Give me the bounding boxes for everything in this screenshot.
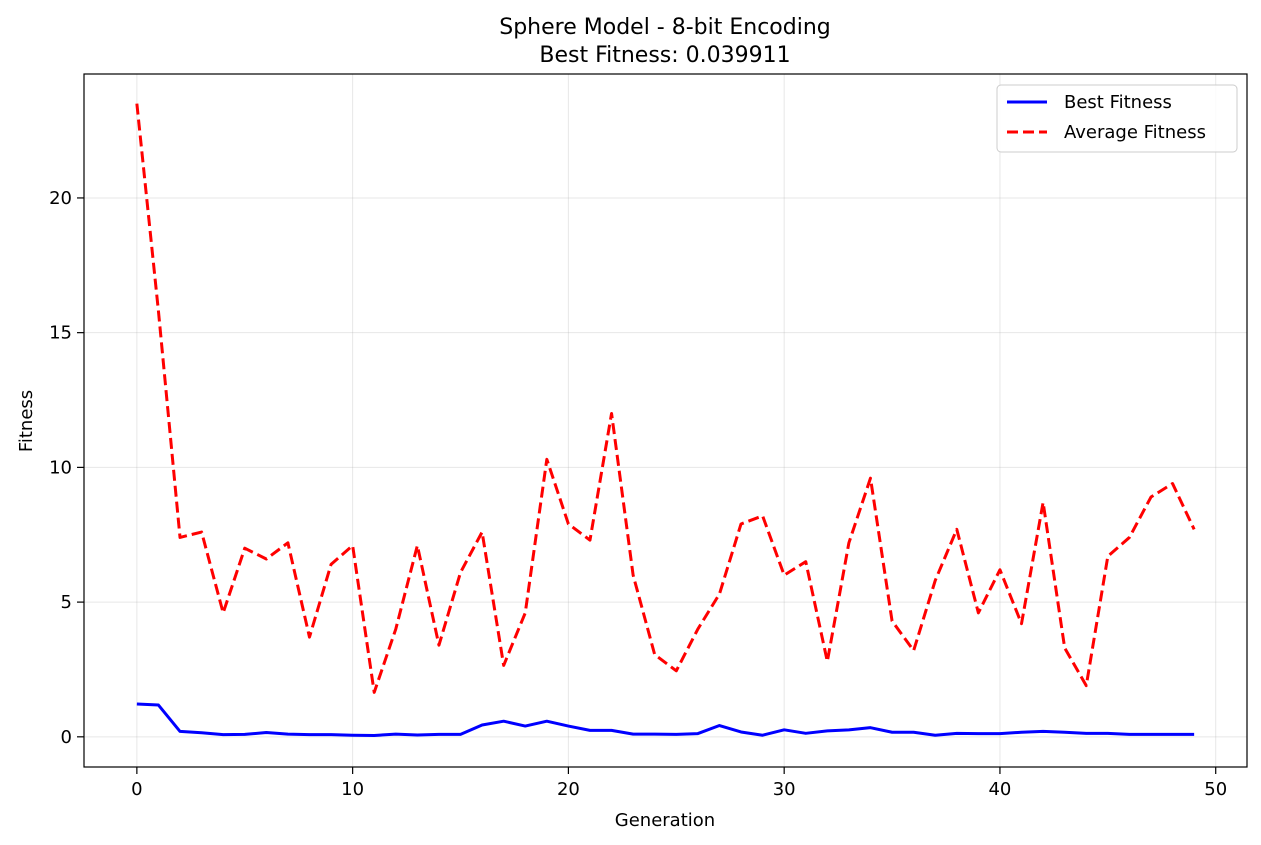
y-axis-label: Fitness bbox=[16, 390, 37, 452]
legend-box bbox=[996, 84, 1238, 153]
legend-label: Average Fitness bbox=[1064, 122, 1206, 143]
grid bbox=[84, 74, 1247, 767]
x-tick-label: 50 bbox=[1204, 779, 1227, 800]
x-tick-label: 40 bbox=[988, 779, 1011, 800]
x-axis-label: Generation bbox=[615, 810, 715, 831]
chart-title: Sphere Model - 8-bit Encoding bbox=[499, 15, 831, 40]
x-tick-label: 20 bbox=[557, 779, 580, 800]
legend: Best Fitness Average Fitness bbox=[996, 84, 1238, 153]
best-fitness-line bbox=[136, 702, 1195, 737]
axis-ticks: 0 10 20 30 40 50 0 5 10 15 20 bbox=[49, 188, 1227, 800]
legend-label: Best Fitness bbox=[1064, 92, 1172, 113]
x-tick-label: 30 bbox=[773, 779, 796, 800]
y-tick-label: 15 bbox=[49, 323, 72, 344]
y-tick-label: 20 bbox=[49, 188, 72, 209]
chart-subtitle: Best Fitness: 0.039911 bbox=[539, 43, 790, 68]
x-tick-label: 0 bbox=[131, 779, 142, 800]
y-tick-label: 10 bbox=[49, 457, 72, 478]
y-tick-label: 5 bbox=[61, 592, 72, 613]
average-fitness-line bbox=[135, 103, 1196, 694]
y-tick-label: 0 bbox=[61, 727, 72, 748]
x-tick-label: 10 bbox=[341, 779, 364, 800]
plot-frame bbox=[83, 73, 1248, 768]
series-lines bbox=[135, 103, 1196, 737]
